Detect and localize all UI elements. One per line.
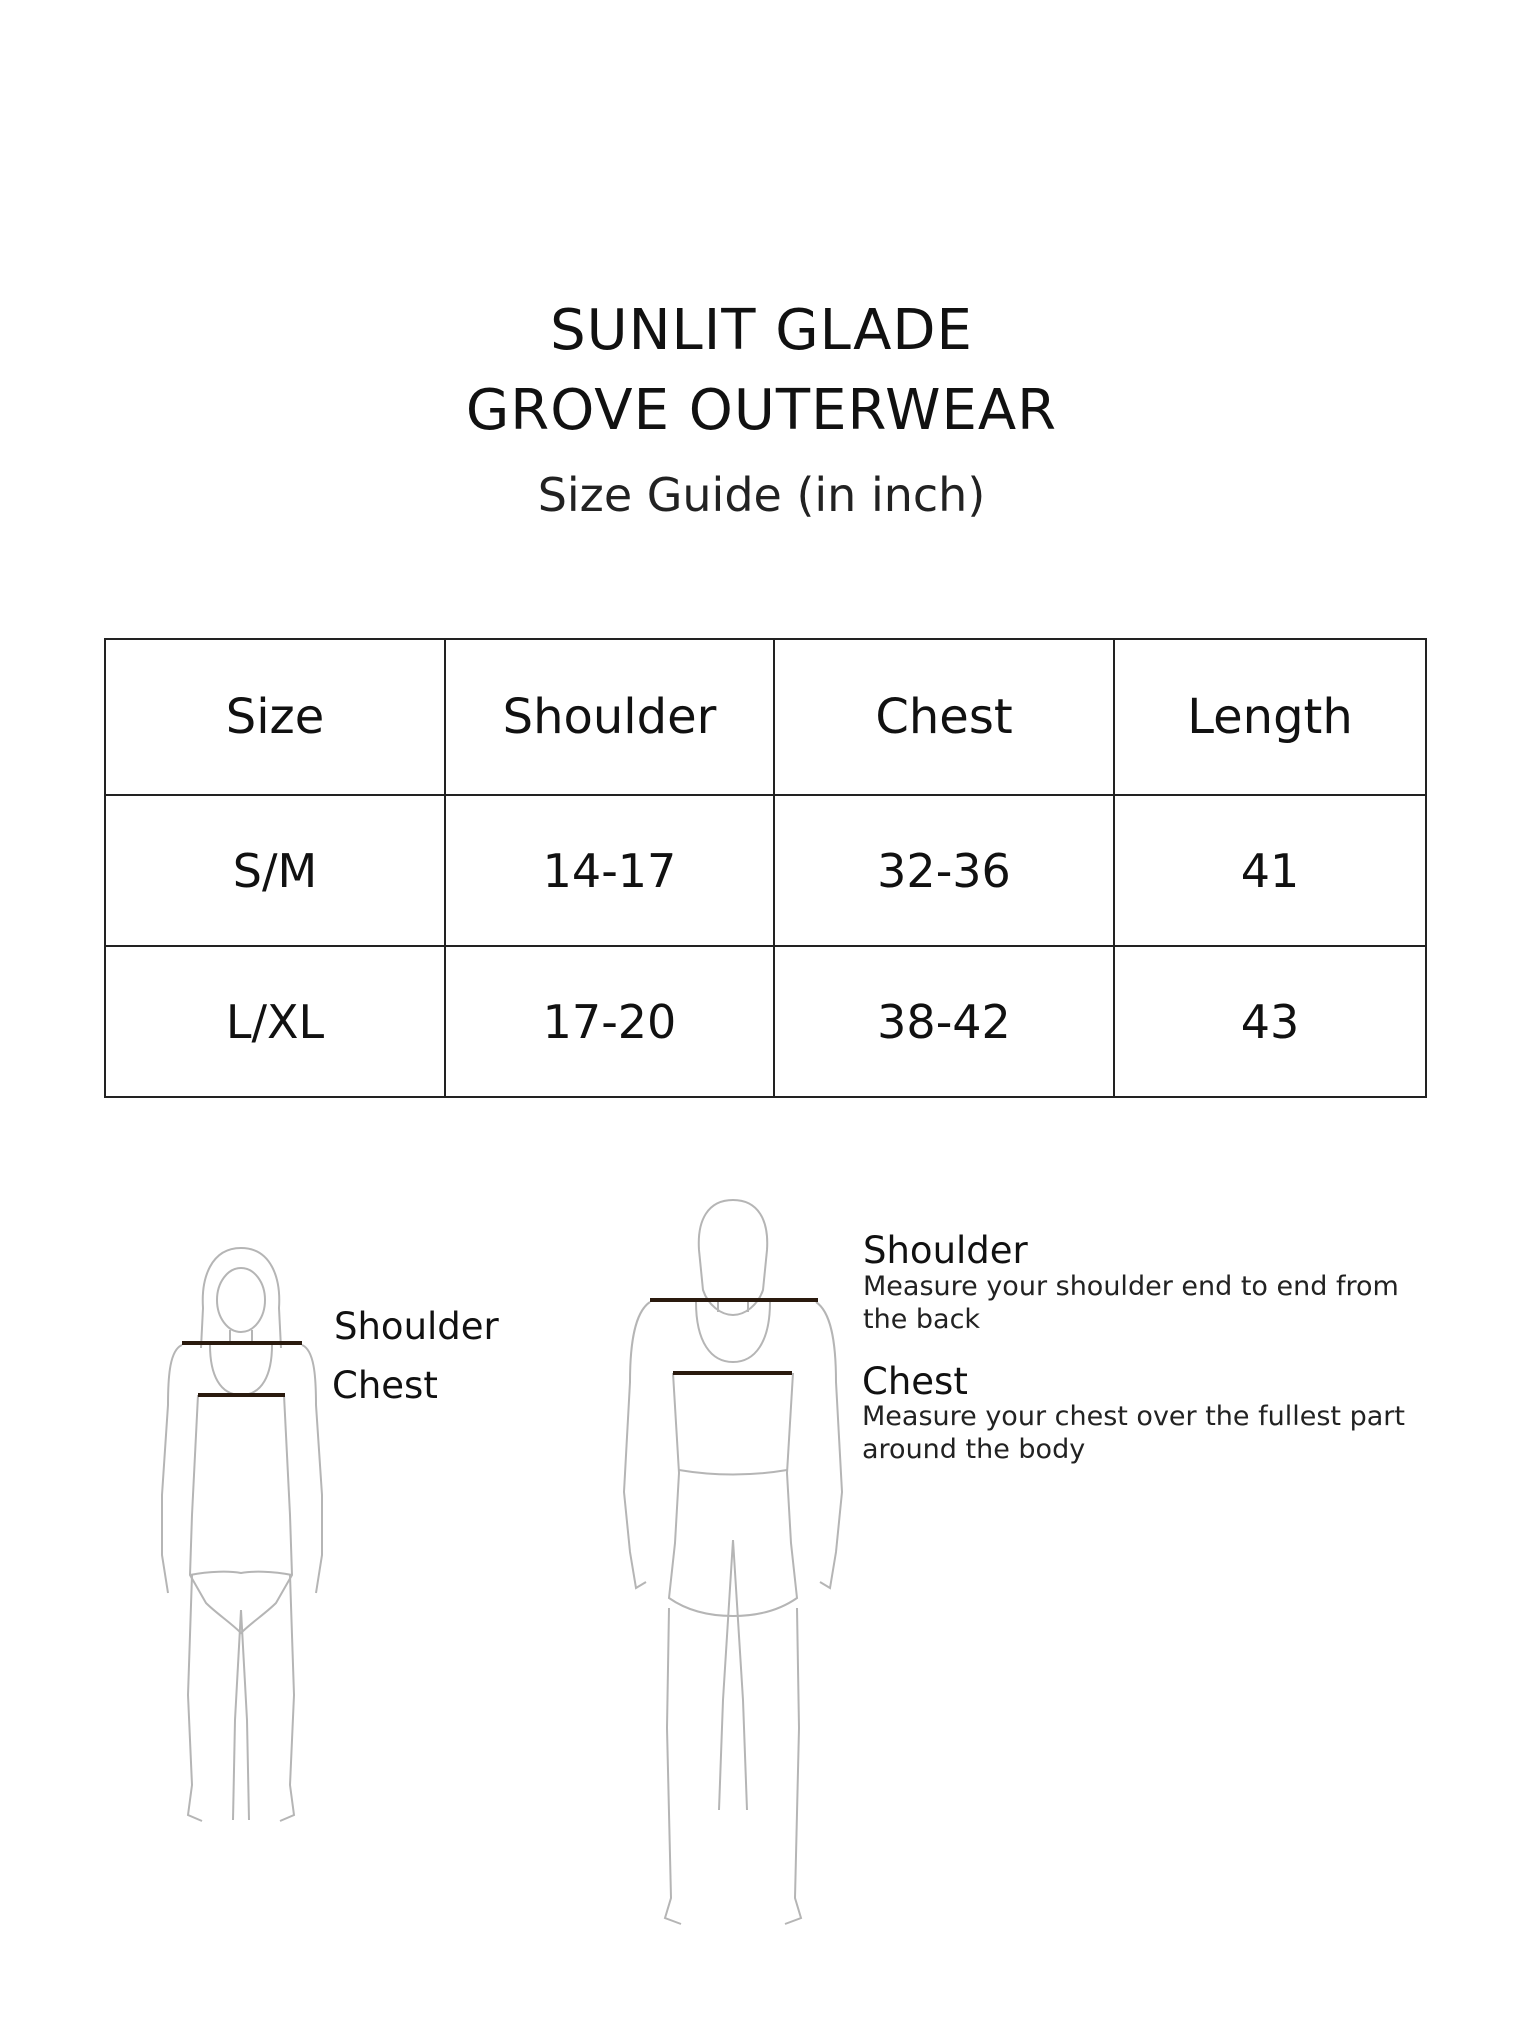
cell-shoulder: 17-20 (444, 945, 775, 1098)
male-shoulder-description-2: the back (863, 1304, 981, 1335)
table-header-row: Size Shoulder Chest Length (104, 637, 1427, 797)
male-chest-description-1: Measure your chest over the fullest part (862, 1401, 1405, 1432)
cell-size: L/XL (104, 945, 446, 1098)
header-size: Size (104, 637, 446, 797)
male-shoulder-heading: Shoulder (863, 1229, 1028, 1272)
header-shoulder: Shoulder (444, 637, 775, 797)
product-title-line-2: GROVE OUTERWEAR (465, 378, 1058, 443)
female-shoulder-label: Shoulder (334, 1305, 499, 1348)
female-chest-label: Chest (332, 1364, 438, 1407)
male-shoulder-description-1: Measure your shoulder end to end from (863, 1271, 1399, 1302)
cell-shoulder: 14-17 (444, 794, 775, 948)
cell-chest: 38-42 (773, 945, 1115, 1098)
cell-length: 41 (1113, 794, 1427, 948)
male-figure-icon (622, 1198, 844, 1925)
female-figure-icon (161, 1247, 323, 1822)
male-chest-heading: Chest (862, 1360, 968, 1403)
cell-size: S/M (104, 794, 446, 948)
male-chest-description-2: around the body (862, 1434, 1086, 1465)
size-table: Size Shoulder Chest Length S/M 14-17 32-… (104, 637, 1427, 1098)
header-chest: Chest (773, 637, 1115, 797)
product-title-line-1: SUNLIT GLADE (550, 298, 973, 363)
table-row: S/M 14-17 32-36 41 (104, 794, 1427, 948)
header-length: Length (1113, 637, 1427, 797)
table-row: L/XL 17-20 38-42 43 (104, 945, 1427, 1098)
cell-chest: 32-36 (773, 794, 1115, 948)
cell-length: 43 (1113, 945, 1427, 1098)
size-guide-subtitle: Size Guide (in inch) (537, 468, 986, 522)
